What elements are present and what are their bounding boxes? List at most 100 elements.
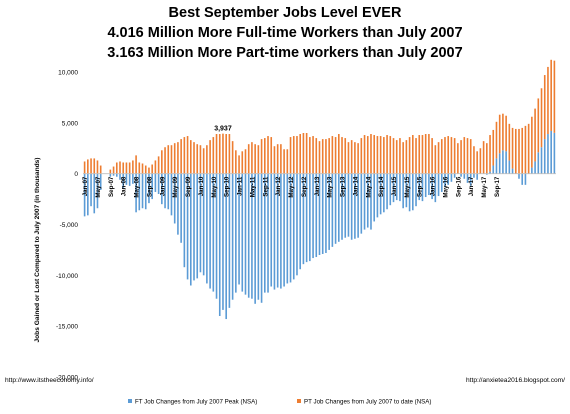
bar-pt: [115, 162, 118, 174]
bar-ft: [370, 173, 372, 230]
chart-title-line-1: Best September Jobs Level EVER: [169, 5, 402, 21]
bar-ft: [132, 173, 134, 184]
x-tick-label: Sep-13: [340, 176, 347, 197]
bar-ft: [238, 173, 240, 285]
legend-label-pt: PT Job Changes from July 2007 to date (N…: [304, 399, 431, 406]
x-tick-label: Sep-08: [146, 176, 153, 197]
bar-ft: [170, 173, 173, 216]
bar-pt: [444, 137, 446, 174]
bar-pt: [302, 133, 305, 174]
y-axis-label: Jobs Gained or Lost Compared to July 200…: [34, 157, 41, 342]
x-tick-label: May-14: [365, 176, 372, 198]
bar-ft: [260, 173, 263, 303]
x-tick-label: Sep-07: [108, 176, 115, 197]
bar-ft: [199, 173, 202, 273]
bar-ft: [90, 173, 92, 207]
bar-ft: [395, 173, 398, 201]
chart-title-line-2: 4.016 Million More Full-time Workers tha…: [107, 25, 462, 41]
bar-pt: [177, 142, 179, 174]
bar-pt: [392, 138, 395, 174]
bar-pt: [315, 138, 318, 174]
bar-pt: [83, 161, 86, 174]
bar-pt: [450, 137, 453, 174]
bar-ft: [428, 173, 430, 196]
bar-pt: [453, 138, 456, 174]
bars: [83, 59, 556, 320]
bar-pt: [325, 139, 327, 174]
bar-pt: [263, 138, 266, 174]
bar-pt: [267, 136, 269, 174]
bar-pt: [424, 134, 427, 174]
bar-ft: [505, 151, 507, 174]
bar-ft: [524, 173, 527, 185]
bar-pt: [189, 140, 192, 174]
bar-pt: [128, 162, 131, 174]
bar-pt: [193, 142, 195, 174]
x-tick-label: Jan-08: [121, 176, 128, 196]
y-tick-label: -5,000: [60, 222, 79, 229]
bar-pt: [199, 145, 202, 174]
bar-pt: [305, 133, 308, 174]
bar-ft: [280, 173, 282, 289]
bar-pt: [489, 135, 491, 172]
bar-pt: [434, 145, 437, 174]
bar-pt: [209, 140, 211, 174]
bar-pt: [218, 134, 221, 174]
bar-ft: [244, 173, 247, 295]
bar-ft: [392, 173, 395, 203]
bar-pt: [389, 136, 392, 174]
bar-pt: [247, 144, 250, 174]
bar-pt: [527, 123, 530, 174]
bar-ft: [463, 173, 466, 179]
bar-ft: [354, 173, 356, 239]
bar-pt: [405, 140, 408, 174]
bar-pt: [93, 158, 96, 174]
bar-ft: [215, 173, 218, 299]
bar-ft: [115, 173, 118, 177]
bar-ft: [440, 173, 443, 192]
bar-pt: [379, 136, 382, 174]
bar-pt: [125, 162, 128, 174]
bar-ft: [492, 165, 495, 174]
bar-ft: [196, 173, 199, 279]
bar-ft: [495, 158, 498, 174]
bar-pt: [482, 141, 485, 174]
bar-pt: [132, 160, 134, 174]
bar-pt: [151, 164, 153, 174]
bar-pt: [412, 135, 414, 174]
bar-pt: [418, 135, 421, 174]
bar-ft: [173, 173, 176, 224]
bar-ft: [412, 173, 414, 211]
bar-ft: [431, 173, 433, 200]
bar-pt: [286, 149, 289, 174]
data-label: 3,937: [214, 126, 232, 133]
bar-ft: [521, 173, 524, 185]
bar-pt: [415, 138, 417, 174]
bar-pt: [196, 144, 199, 174]
bar-ft: [328, 173, 330, 250]
bar-pt: [473, 146, 475, 174]
bar-ft: [473, 173, 475, 178]
bar-pt: [350, 140, 353, 174]
bar-ft: [434, 173, 437, 203]
bar-ft: [151, 173, 153, 200]
bar-ft: [344, 173, 347, 238]
bar-ft: [437, 173, 440, 197]
y-axis-ticks: 10,000 5,000 0 -5,000 -10,000 -15,000 -20,000: [56, 70, 78, 382]
bar-ft: [193, 173, 195, 281]
bar-pt: [183, 137, 186, 174]
bar-ft: [389, 173, 392, 206]
legend-swatch-ft: [128, 399, 132, 403]
bar-pt: [469, 139, 472, 174]
bar-ft: [415, 173, 417, 207]
bar-pt: [360, 138, 363, 174]
bar-ft: [93, 173, 96, 214]
bar-ft: [531, 167, 533, 174]
x-tick-label: May-08: [134, 176, 141, 198]
bar-ft: [276, 173, 279, 288]
bar-ft: [222, 173, 224, 310]
bar-pt: [276, 144, 279, 174]
chart-title-line-3: 3.163 Million More Part-time workers tha…: [107, 45, 462, 61]
bar-pt: [492, 129, 495, 166]
bar-pt: [357, 143, 359, 174]
